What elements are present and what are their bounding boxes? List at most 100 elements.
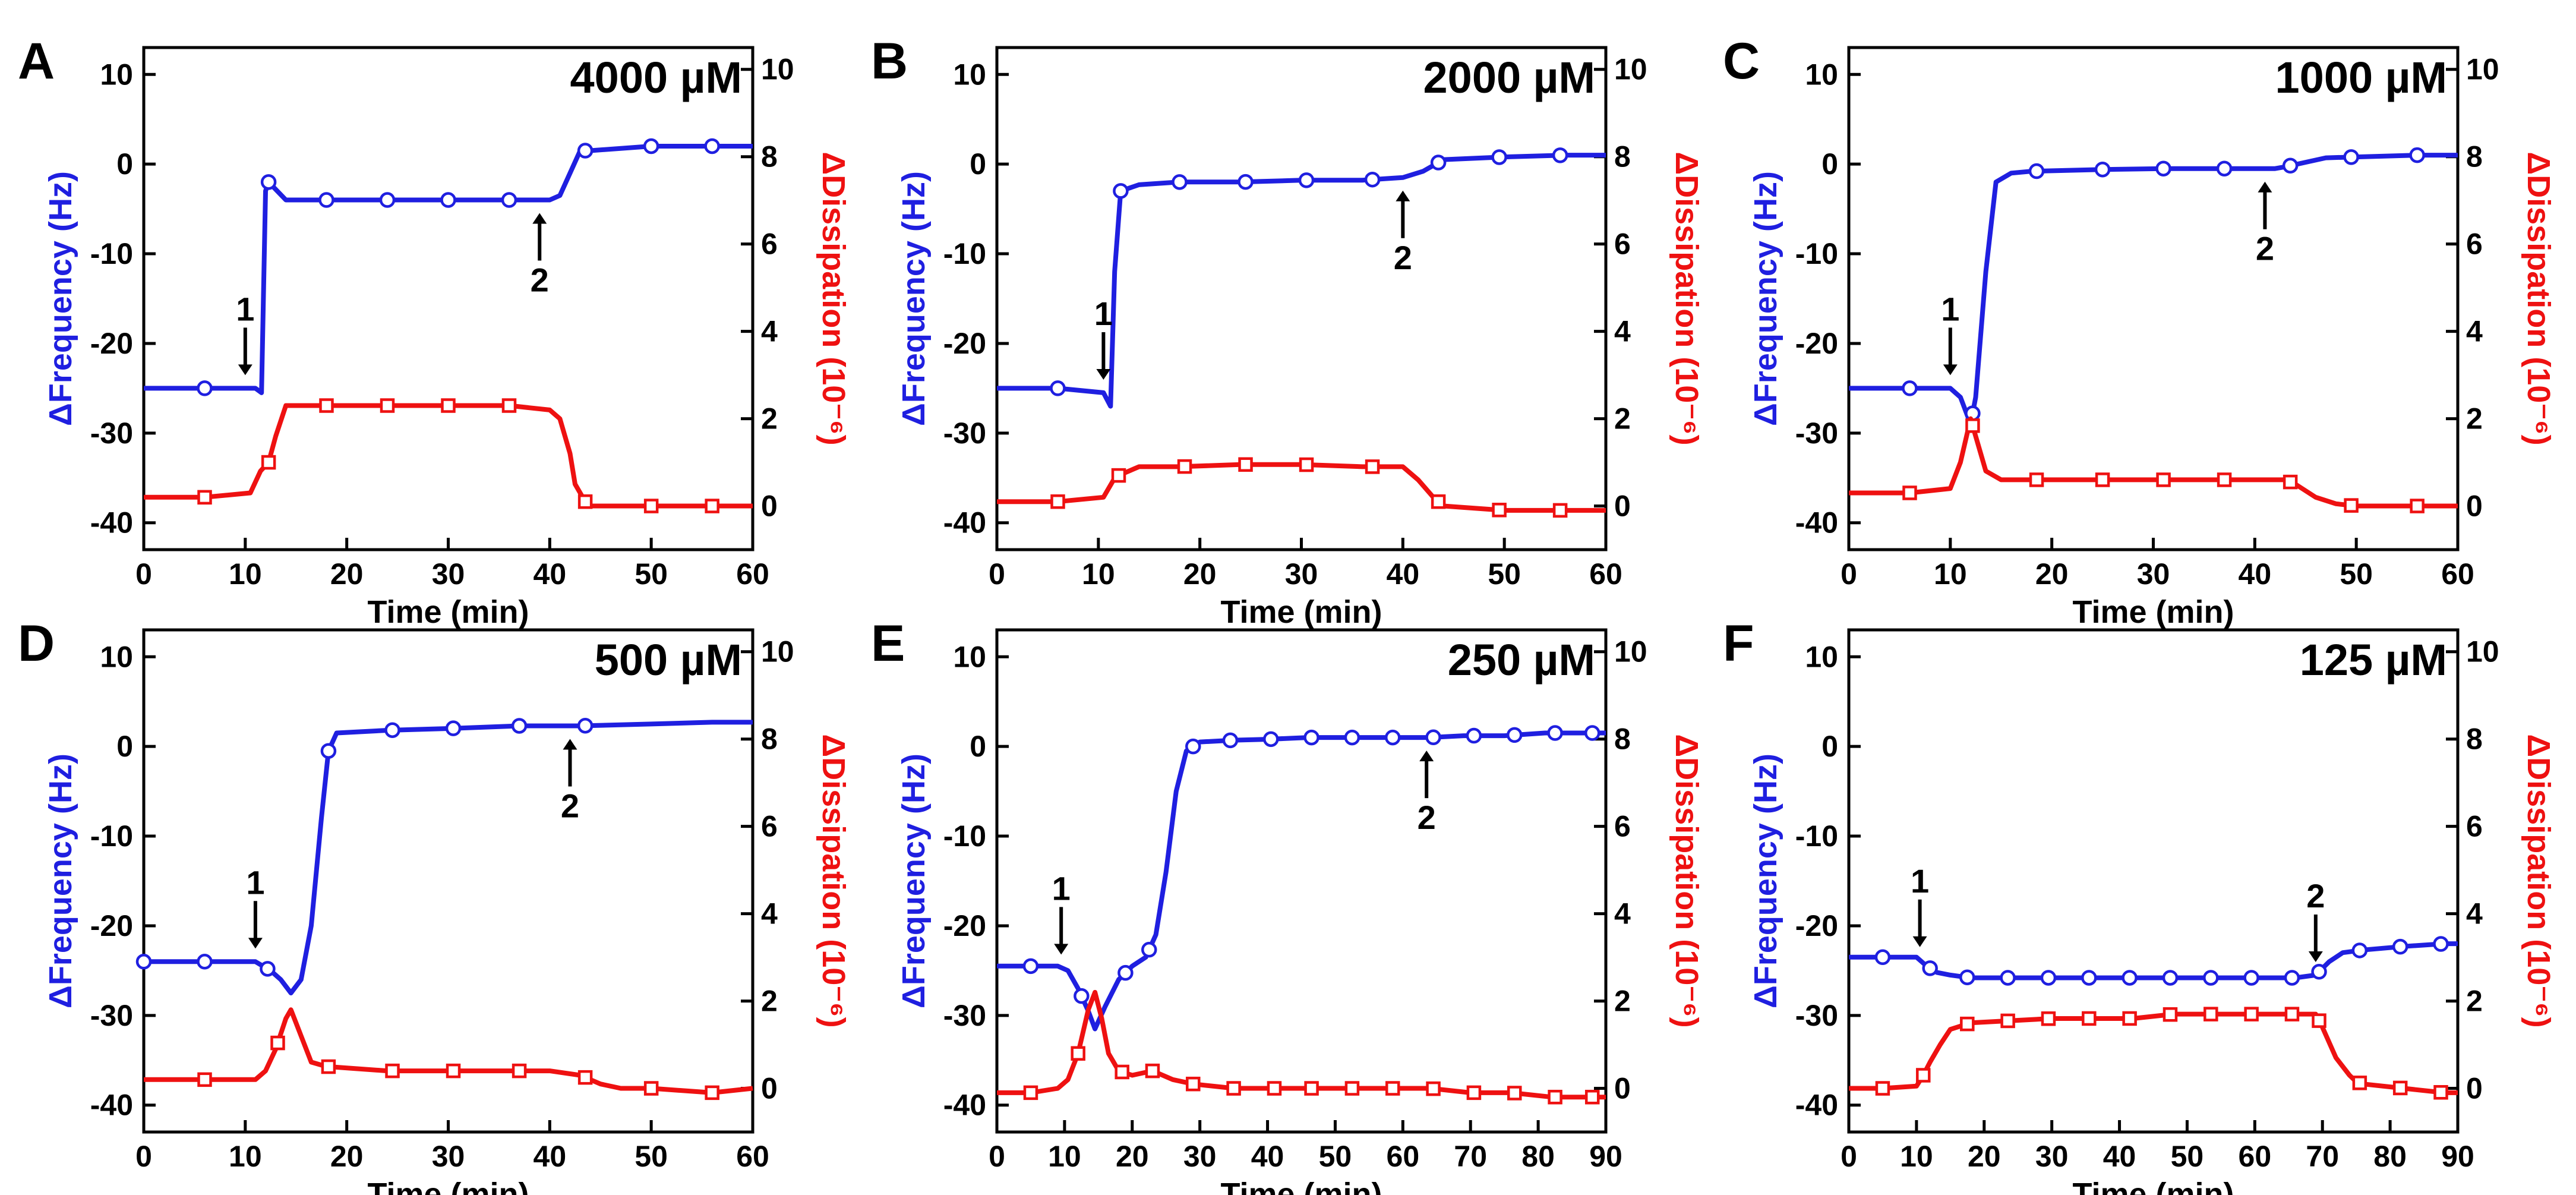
dissipation-marker (1186, 1076, 1201, 1092)
frequency-line (144, 720, 753, 996)
dissipation-marker (1111, 468, 1126, 483)
panel-e: 0 10 20 30 40 50 60 70 80 90 -40 -30 -20 -10 0 10 0 2 4 6 8 1… (871, 615, 1704, 1195)
y-right-tick-label: 4 (761, 315, 778, 348)
y-right-tick-label: 2 (1614, 402, 1631, 436)
y-right-axis-label: ΔDissipation (10⁻⁶) (1669, 152, 1704, 445)
x-tick-label: 40 (1387, 557, 1420, 591)
y-left-tick-label: 0 (1821, 730, 1838, 763)
arrow-label: 2 (2256, 230, 2274, 267)
frequency-marker (1547, 725, 1563, 741)
frequency-marker (2155, 160, 2171, 176)
y-left-tick-label: 0 (970, 147, 986, 181)
arrow-label: 1 (246, 863, 264, 901)
frequency-marker (2433, 936, 2449, 952)
dissipation-marker (2344, 498, 2359, 513)
frequency-marker (318, 192, 334, 208)
y-right-tick-label: 4 (1614, 897, 1631, 931)
y-right-tick-label: 2 (2466, 402, 2483, 436)
dissipation-marker (1267, 1081, 1282, 1096)
dissipation-marker (2082, 1011, 2097, 1026)
x-tick-label: 50 (2171, 1140, 2204, 1173)
frequency-line (997, 730, 1606, 1032)
arrow-label: 2 (561, 787, 579, 824)
x-tick-label: 20 (2035, 557, 2069, 591)
dissipation-marker (2029, 472, 2044, 487)
y-right-tick-label: 6 (1614, 810, 1631, 843)
arrow-label: 2 (531, 261, 549, 299)
frequency-marker (1959, 969, 1975, 985)
y-right-tick-label: 10 (2466, 635, 2499, 669)
y-left-tick-label: -20 (90, 327, 133, 360)
x-tick-label: 0 (135, 557, 152, 591)
y-right-tick-label: 6 (761, 228, 778, 261)
frequency-marker (1172, 174, 1188, 190)
x-tick-label: 0 (1841, 557, 1857, 591)
y-right-tick-label: 0 (2466, 1072, 2483, 1105)
dissipation-marker (2410, 499, 2425, 513)
dissipation-marker (1552, 503, 1568, 518)
plot-frame (1847, 628, 2460, 1134)
frequency-marker (2392, 938, 2408, 955)
frequency-marker (379, 192, 396, 208)
arrow-label: 1 (1941, 290, 1959, 327)
y-left-axis-label: ΔFrequency (Hz) (896, 171, 932, 426)
dissipation-marker (2000, 1013, 2015, 1029)
y-left-tick-label: -10 (943, 237, 986, 270)
x-tick-label: 10 (1082, 557, 1115, 591)
x-tick-label: 20 (330, 1140, 364, 1173)
dissipation-marker (512, 1063, 527, 1079)
y-left-tick-label: 0 (116, 147, 133, 181)
x-axis-label: Time (min) (1220, 1177, 1382, 1195)
y-left-tick-label: -30 (943, 999, 986, 1032)
frequency-marker (197, 954, 213, 970)
dissipation-marker (705, 499, 719, 513)
x-tick-label: 10 (1048, 1140, 1081, 1173)
y-right-axis-label: ΔDissipation (10⁻⁶) (816, 152, 851, 445)
dissipation-marker (1226, 1081, 1241, 1096)
frequency-marker (440, 192, 456, 208)
frequency-marker (2343, 149, 2359, 165)
frequency-marker (2040, 970, 2057, 986)
y-right-tick-label: 0 (1614, 1072, 1631, 1105)
frequency-marker (1552, 147, 1568, 163)
x-tick-label: 60 (736, 1140, 769, 1173)
frequency-marker (511, 718, 528, 734)
y-left-tick-label: 10 (100, 640, 133, 673)
dissipation-marker (1584, 1089, 1600, 1105)
x-tick-label: 50 (634, 1140, 668, 1173)
y-right-tick-label: 10 (761, 53, 794, 86)
x-axis-label: Time (min) (1220, 594, 1382, 630)
dissipation-marker (577, 1070, 593, 1085)
y-right-tick-label: 0 (761, 490, 778, 523)
frequency-marker (2094, 161, 2111, 178)
frequency-marker (384, 722, 400, 738)
y-left-tick-label: -10 (943, 819, 986, 853)
panel-c: 0 10 20 30 40 50 60 -40 -30 -20 -10 0 10 0 2 4 6 8 10 Time … (1723, 33, 2556, 630)
dissipation-marker (197, 490, 212, 505)
x-tick-label: 90 (1589, 1140, 1622, 1173)
arrow-head-icon (1096, 368, 1111, 380)
dissipation-line (1849, 416, 2458, 509)
x-tick-label: 10 (229, 1140, 262, 1173)
dissipation-marker (261, 455, 276, 470)
x-axis-label: Time (min) (367, 1177, 529, 1195)
frequency-marker (1074, 988, 1090, 1004)
arrow-head-icon (532, 213, 547, 224)
y-right-tick-label: 6 (1614, 228, 1631, 261)
x-tick-label: 30 (2137, 557, 2170, 591)
dissipation-marker (1875, 1081, 1890, 1096)
y-right-axis-label: ΔDissipation (10⁻⁶) (1669, 734, 1704, 1027)
y-left-tick-label: -10 (90, 819, 133, 853)
x-tick-label: 30 (1285, 557, 1318, 591)
dissipation-marker (705, 1085, 719, 1101)
x-tick-label: 30 (432, 1140, 465, 1173)
dissipation-marker (2284, 1007, 2300, 1021)
dissipation-marker (2392, 1080, 2408, 1096)
x-tick-label: 90 (2441, 1140, 2474, 1173)
dissipation-marker (446, 1063, 461, 1079)
dissipation-marker (1145, 1063, 1160, 1079)
dissipation-marker (2041, 1011, 2056, 1026)
y-left-tick-label: -10 (1795, 237, 1838, 270)
y-right-tick-label: 2 (1614, 985, 1631, 1018)
y-left-axis-label: ΔFrequency (Hz) (1748, 753, 1783, 1008)
